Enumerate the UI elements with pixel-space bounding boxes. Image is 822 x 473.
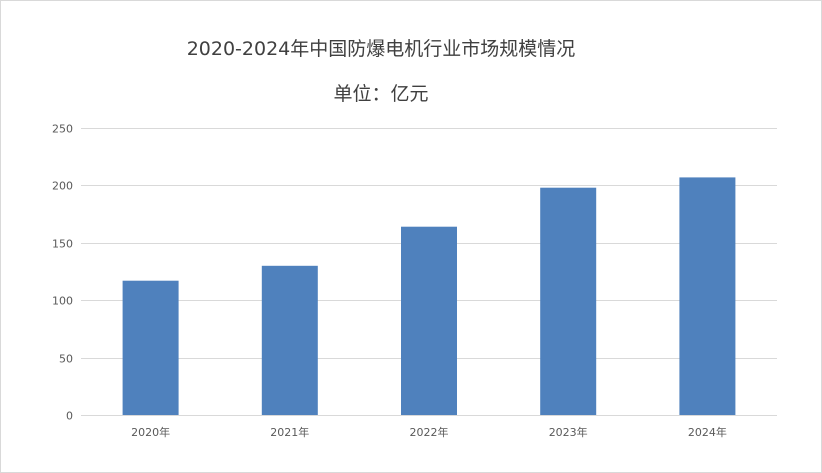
x-tick-label: 2024年 [688,425,727,439]
x-axis-ticks: 2020年 2021年 2022年 2023年 2024年 [131,425,727,439]
bar [540,187,597,415]
bar [122,280,179,415]
bar [679,177,736,415]
chart-subtitle: 单位：亿元 [333,83,429,105]
x-tick-label: 2021年 [270,425,309,439]
bar [261,265,318,415]
x-tick-label: 2020年 [131,425,170,439]
bars [122,177,736,415]
chart-title: 2020-2024年中国防爆电机行业市场规模情况 [186,38,576,60]
x-tick-label: 2023年 [549,425,588,439]
y-tick-label: 250 [52,123,73,136]
y-tick-label: 100 [52,295,73,308]
y-tick-label: 150 [52,238,73,251]
y-axis-ticks: 0 50 100 150 200 250 [52,123,73,423]
y-tick-label: 200 [52,180,73,193]
y-tick-label: 0 [66,410,73,423]
gridlines [81,128,777,416]
bar [401,226,457,415]
x-tick-label: 2022年 [410,425,449,439]
y-tick-label: 50 [59,353,73,366]
